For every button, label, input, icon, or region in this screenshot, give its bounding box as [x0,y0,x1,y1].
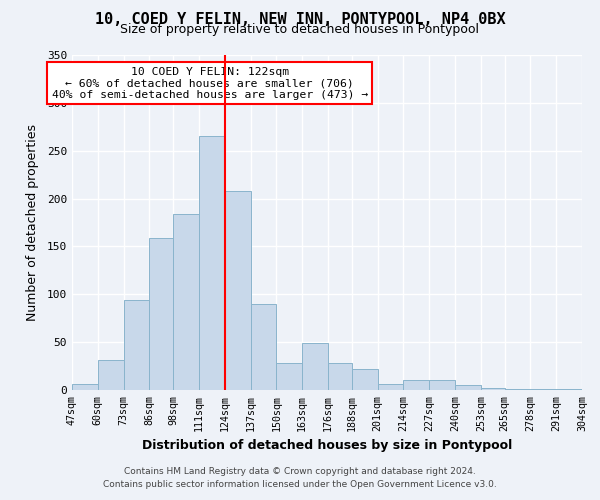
Bar [352,369,377,390]
Bar [481,388,505,390]
Bar [225,191,251,390]
Text: 10 COED Y FELIN: 122sqm
← 60% of detached houses are smaller (706)
40% of semi-d: 10 COED Y FELIN: 122sqm ← 60% of detache… [52,66,368,100]
Bar [429,380,455,390]
Bar [149,238,173,390]
Bar [251,304,277,390]
Bar [124,300,149,390]
Bar [98,360,124,390]
Bar [72,384,98,390]
Bar [277,363,302,390]
Bar [403,380,429,390]
Bar [505,389,530,390]
Text: Contains HM Land Registry data © Crown copyright and database right 2024.
Contai: Contains HM Land Registry data © Crown c… [103,468,497,489]
Bar [302,343,328,390]
Bar [530,389,556,390]
Bar [328,363,352,390]
Text: Size of property relative to detached houses in Pontypool: Size of property relative to detached ho… [121,22,479,36]
Y-axis label: Number of detached properties: Number of detached properties [26,124,38,321]
Bar [199,136,225,390]
Text: 10, COED Y FELIN, NEW INN, PONTYPOOL, NP4 0BX: 10, COED Y FELIN, NEW INN, PONTYPOOL, NP… [95,12,505,28]
Bar [455,385,481,390]
Bar [173,214,199,390]
Bar [556,389,582,390]
X-axis label: Distribution of detached houses by size in Pontypool: Distribution of detached houses by size … [142,439,512,452]
Bar [377,384,403,390]
